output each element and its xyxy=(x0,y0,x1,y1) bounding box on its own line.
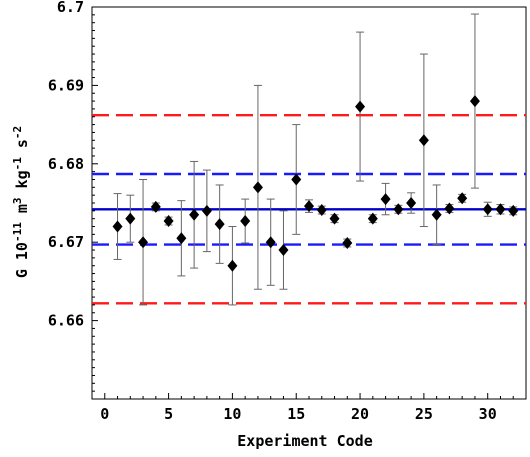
data-point-12 xyxy=(252,181,263,194)
data-point-31 xyxy=(495,203,506,216)
data-point-5 xyxy=(163,215,174,228)
data-point-17 xyxy=(316,204,327,217)
data-point-20 xyxy=(355,100,366,113)
data-point-27 xyxy=(444,202,455,215)
data-point-7 xyxy=(189,208,200,221)
y-tick-label-2: 6.68 xyxy=(48,155,84,173)
x-tick-label-25: 25 xyxy=(415,405,433,423)
error-bars xyxy=(113,13,518,306)
x-tick-label-10: 10 xyxy=(223,405,241,423)
x-tick-label-0: 0 xyxy=(100,405,109,423)
y-axis-title: G 10-11 m3 kg-1 s-2 xyxy=(11,126,31,278)
data-point-6 xyxy=(176,232,187,245)
x-axis-ticks: 0 5 10 15 20 25 30 xyxy=(100,393,514,423)
y-tick-label-4: 6.7 xyxy=(57,0,84,16)
data-point-29 xyxy=(469,95,480,108)
data-point-14 xyxy=(278,244,289,257)
data-point-4 xyxy=(150,200,161,213)
data-point-10 xyxy=(227,259,238,272)
data-point-28 xyxy=(457,192,468,205)
data-point-9 xyxy=(214,218,225,231)
y-tick-label-1: 6.67 xyxy=(48,233,84,251)
data-point-15 xyxy=(291,173,302,186)
data-point-25 xyxy=(418,134,429,147)
data-point-32 xyxy=(508,204,519,217)
y-tick-label-3: 6.69 xyxy=(48,76,84,94)
x-tick-label-20: 20 xyxy=(351,405,369,423)
x-tick-label-15: 15 xyxy=(287,405,305,423)
data-points xyxy=(112,95,519,272)
y-axis-title-exp4: -2 xyxy=(11,126,24,139)
data-point-24 xyxy=(406,197,417,209)
data-point-1 xyxy=(112,220,123,233)
y-axis-title-mid2: kg xyxy=(13,170,31,197)
x-tick-label-5: 5 xyxy=(164,405,173,423)
data-point-26 xyxy=(431,208,442,221)
y-tick-label-0: 6.66 xyxy=(48,312,84,330)
x-axis-title: Experiment Code xyxy=(237,432,372,450)
x-tick-label-30: 30 xyxy=(479,405,497,423)
data-point-21 xyxy=(367,212,378,225)
data-point-18 xyxy=(329,212,340,225)
data-point-16 xyxy=(304,200,314,213)
y-axis-title-exp2: 3 xyxy=(11,197,24,204)
y-axis-title-prefix: G 10 xyxy=(13,242,31,278)
data-point-3 xyxy=(138,236,149,249)
y-axis-title-exp1: -11 xyxy=(11,222,24,242)
y-axis-title-mid1: m xyxy=(13,204,31,222)
data-point-2 xyxy=(125,212,136,225)
y-axis-ticks: 6.66 6.67 6.68 6.69 6.7 xyxy=(48,0,98,392)
data-point-23 xyxy=(393,203,404,216)
data-point-11 xyxy=(240,215,251,228)
data-point-19 xyxy=(342,236,353,249)
data-point-13 xyxy=(265,236,276,249)
data-point-30 xyxy=(482,203,493,216)
data-point-22 xyxy=(380,193,391,206)
y-axis-title-mid3: s xyxy=(13,139,31,157)
data-point-8 xyxy=(201,204,212,217)
y-axis-title-exp3: -1 xyxy=(11,157,24,171)
